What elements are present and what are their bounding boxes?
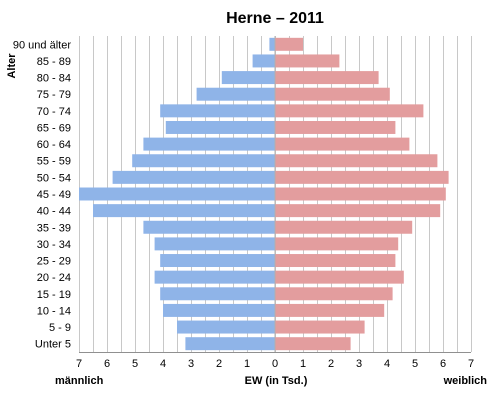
y-axis-label: Alter	[6, 53, 18, 79]
bar-weiblich	[275, 270, 404, 284]
bar-maennlich	[165, 120, 275, 134]
bar-maennlich	[160, 104, 275, 118]
category-label: 60 - 64	[37, 139, 71, 151]
bar-weiblich	[275, 204, 441, 218]
bar-weiblich	[275, 120, 396, 134]
bar-maennlich	[93, 204, 275, 218]
bar-weiblich	[275, 287, 393, 301]
bar-maennlich	[177, 320, 275, 334]
x-tick-label: 7	[468, 358, 474, 370]
chart-title: Herne – 2011	[226, 10, 324, 27]
category-label: 5 - 9	[49, 322, 71, 334]
x-tick-label: 4	[160, 358, 166, 370]
category-label: 45 - 49	[37, 189, 71, 201]
category-label: 10 - 14	[37, 305, 71, 317]
bars	[79, 37, 449, 351]
bar-maennlich	[163, 303, 275, 317]
bar-maennlich	[221, 71, 275, 85]
bar-weiblich	[275, 237, 399, 251]
category-label: 85 - 89	[37, 56, 71, 68]
bar-weiblich	[275, 154, 438, 168]
bar-maennlich	[143, 220, 275, 234]
bar-maennlich	[185, 337, 275, 351]
category-label: 30 - 34	[37, 239, 71, 251]
bar-weiblich	[275, 337, 351, 351]
x-tick-labels: 7 6 5 4 3 2 1 0 1 2 3 4 5 6 7	[76, 358, 474, 370]
category-label: 90 und älter	[13, 39, 71, 51]
bar-maennlich	[154, 237, 275, 251]
x-tick-label: 0	[272, 358, 278, 370]
bar-maennlich	[143, 137, 275, 151]
bar-maennlich	[79, 187, 275, 201]
category-label: 70 - 74	[37, 106, 71, 118]
x-tick-label: 3	[356, 358, 362, 370]
bar-maennlich	[160, 287, 275, 301]
category-label: 40 - 44	[37, 206, 71, 218]
x-tick-label: 4	[384, 358, 390, 370]
bar-maennlich	[132, 154, 275, 168]
bar-maennlich	[269, 37, 275, 51]
category-label: 80 - 84	[37, 73, 71, 85]
category-label: Unter 5	[35, 339, 71, 351]
category-label: 25 - 29	[37, 256, 71, 268]
left-label: männlich	[55, 375, 104, 387]
x-tick-label: 2	[328, 358, 334, 370]
bar-weiblich	[275, 254, 396, 268]
category-label: 75 - 79	[37, 89, 71, 101]
bar-weiblich	[275, 220, 413, 234]
bar-weiblich	[275, 37, 303, 51]
x-tick-label: 6	[440, 358, 446, 370]
x-tick-label: 7	[76, 358, 82, 370]
category-label: 65 - 69	[37, 122, 71, 134]
x-tick-label: 6	[104, 358, 110, 370]
category-labels: 90 und älter 85 - 89 80 - 84 75 - 79 70 - 74…	[13, 39, 71, 350]
bar-maennlich	[154, 270, 275, 284]
bar-maennlich	[252, 54, 275, 68]
bar-weiblich	[275, 87, 390, 101]
bar-maennlich	[112, 170, 275, 184]
bar-weiblich	[275, 320, 365, 334]
bar-weiblich	[275, 187, 446, 201]
category-label: 50 - 54	[37, 172, 71, 184]
category-label: 55 - 59	[37, 156, 71, 168]
x-tick-label: 2	[216, 358, 222, 370]
bar-weiblich	[275, 137, 410, 151]
bar-maennlich	[160, 254, 275, 268]
bar-maennlich	[196, 87, 275, 101]
category-label: 20 - 24	[37, 272, 71, 284]
x-tick-label: 1	[244, 358, 250, 370]
category-label: 35 - 39	[37, 222, 71, 234]
x-tick-label: 3	[188, 358, 194, 370]
x-axis-label: EW (in Tsd.)	[245, 375, 308, 387]
bar-weiblich	[275, 104, 424, 118]
x-tick-label: 5	[412, 358, 418, 370]
right-label: weiblich	[443, 375, 488, 387]
category-label: 15 - 19	[37, 289, 71, 301]
bar-weiblich	[275, 303, 385, 317]
bar-weiblich	[275, 71, 379, 85]
bar-weiblich	[275, 170, 449, 184]
bar-weiblich	[275, 54, 340, 68]
x-tick-label: 5	[132, 358, 138, 370]
x-tick-label: 1	[300, 358, 306, 370]
